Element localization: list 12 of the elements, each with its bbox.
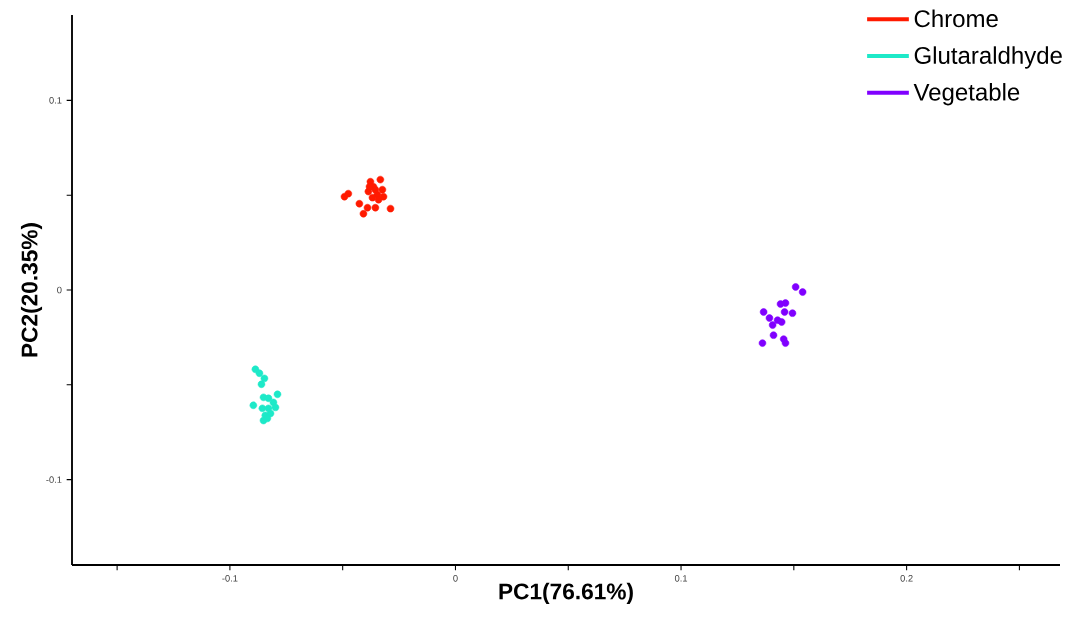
legend-label: Vegetable: [913, 83, 1020, 106]
y-tick-label: -0.1: [46, 476, 62, 483]
x-tick-label: 0: [453, 575, 458, 582]
y-tick-label: 0: [57, 286, 62, 294]
y-axis-title: PC2(20.35%): [20, 223, 43, 357]
x-axis-title: PC1(76.61%): [499, 582, 633, 604]
x-tick-label: 0.2: [900, 575, 913, 582]
y-tick-label: 0.1: [49, 97, 62, 104]
x-tick-label: -0.1: [222, 575, 238, 582]
x-tick-label: 0.1: [674, 575, 688, 582]
legend-label: Chrome: [914, 9, 998, 28]
legend-label: Glutaraldhyde: [914, 46, 1062, 69]
